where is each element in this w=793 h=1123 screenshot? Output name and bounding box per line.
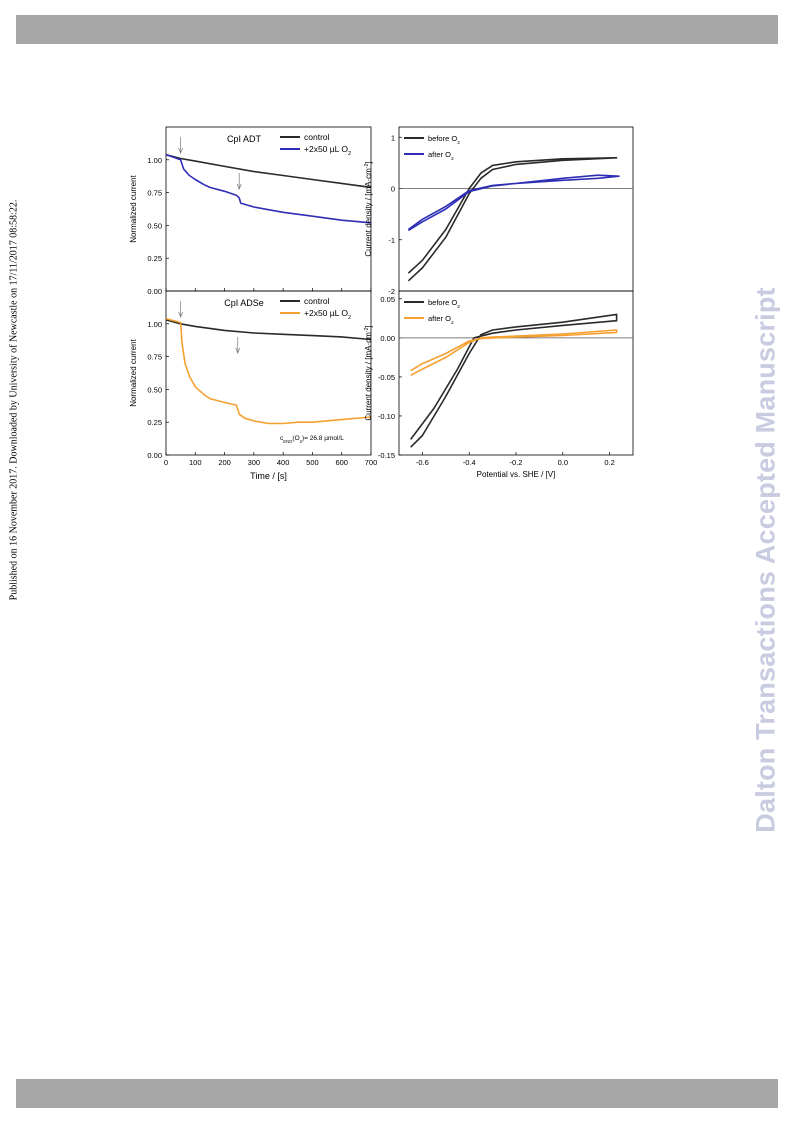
adse-cv-x-tick-label: -0.4 <box>463 458 476 467</box>
adse-time-x-tick-label: 200 <box>218 458 231 467</box>
adse-time-x-tick-label: 300 <box>248 458 261 467</box>
adt-cv-series-black-line <box>407 157 618 282</box>
adse-cv-x-tick-label: -0.6 <box>416 458 429 467</box>
adt-time-y-axis-label: Normalized current <box>129 174 138 242</box>
adse-time-y-axis-label: Normalized current <box>129 338 138 406</box>
adse-time-legend-label: control <box>304 296 330 306</box>
adse-time-x-tick-label: 500 <box>306 458 319 467</box>
adse-time-plot-frame <box>165 290 372 456</box>
adt-time-legend-label: +2x50 µL O2 <box>304 144 351 157</box>
adse-time-x-axis-label: Time / [s] <box>250 471 287 481</box>
adt-cv-y-tick-label: 1 <box>391 133 395 142</box>
adse-cv-legend-label: before O2 <box>428 298 460 310</box>
adt-time-chart-title: CpI ADT <box>227 134 262 144</box>
adse-time-legend-label: +2x50 µL O2 <box>304 308 351 321</box>
adse-time-series-orange-line <box>165 317 372 425</box>
adse-time-series-black-line <box>165 319 372 341</box>
adse-cv-y-tick-label: -0.10 <box>378 412 395 421</box>
adse-time-y-tick-label: 0.00 <box>147 451 162 460</box>
adt-time-y-tick-label: 0.50 <box>147 221 162 230</box>
adse-cv-series-black-line <box>410 313 618 448</box>
adt-cv-y-axis-label: Current density / [mA·cm-2] <box>364 161 373 256</box>
adse-time-x-tick-label: 100 <box>189 458 202 467</box>
adt-cv-y-tick-label: 0 <box>391 185 395 194</box>
adt-time-legend-label: control <box>304 132 330 142</box>
adt-time-y-tick-label: 0.75 <box>147 189 162 198</box>
adt-cv-y-tick-label: -1 <box>388 236 395 245</box>
adse-time-y-tick-label: 0.50 <box>147 385 162 394</box>
adse-time-y-tick-label: 1.00 <box>147 320 162 329</box>
bottom-footer-bar <box>16 1079 778 1108</box>
adt-cv-legend-label: before O2 <box>428 134 460 146</box>
adse-time-x-tick-label: 700 <box>365 458 378 467</box>
adse-time-x-tick-label: 600 <box>335 458 348 467</box>
adse-cv-x-tick-label: 0.2 <box>604 458 614 467</box>
adt-time-o2-addition-arrowhead <box>236 183 242 190</box>
adt-cv-y-tick-label: -2 <box>388 287 395 296</box>
adse-time-chart-title: CpI ADSe <box>224 298 264 308</box>
adse-time-o2-addition-arrowhead <box>235 347 241 354</box>
adse-cv-series-orange-line <box>410 329 618 377</box>
adse-cv-y-tick-label: 0.05 <box>380 295 395 304</box>
adse-cv-legend-label: after O2 <box>428 314 454 326</box>
adse-cv-y-axis-label: Current density / [mA·cm-2] <box>364 325 373 420</box>
adse-time-x-tick-label: 0 <box>164 458 168 467</box>
adse-cv-x-tick-label: -0.2 <box>510 458 523 467</box>
adse-cv-y-tick-label: -0.05 <box>378 373 395 382</box>
adt-cv-series-blue-line <box>407 174 620 232</box>
adse-time-y-tick-label: 0.25 <box>147 418 162 427</box>
top-header-bar <box>16 15 778 44</box>
adse-cv-x-tick-label: 0.0 <box>558 458 568 467</box>
adt-time-y-tick-label: 0.25 <box>147 254 162 263</box>
adse-time-x-tick-label: 400 <box>277 458 290 467</box>
adse-cv-y-tick-label: -0.15 <box>378 451 395 460</box>
adt-time-o2-addition-arrowhead <box>178 147 183 154</box>
adse-time-o2-addition-arrowhead <box>178 311 183 318</box>
adse-time-y-tick-label: 0.75 <box>147 353 162 362</box>
adt-cv-legend-label: after O2 <box>428 150 454 162</box>
adt-time-y-tick-label: 0.00 <box>147 287 162 296</box>
adt-time-series-black-line <box>165 153 372 189</box>
adse-time-concentration-annotation: cENO(O2)= 26.8 µmol/L <box>280 435 344 444</box>
adse-cv-y-tick-label: 0.00 <box>380 334 395 343</box>
adse-cv-x-axis-label: Potential vs. SHE / [V] <box>477 470 556 479</box>
adt-time-series-blue-line <box>165 153 372 224</box>
adt-time-y-tick-label: 1.00 <box>147 156 162 165</box>
